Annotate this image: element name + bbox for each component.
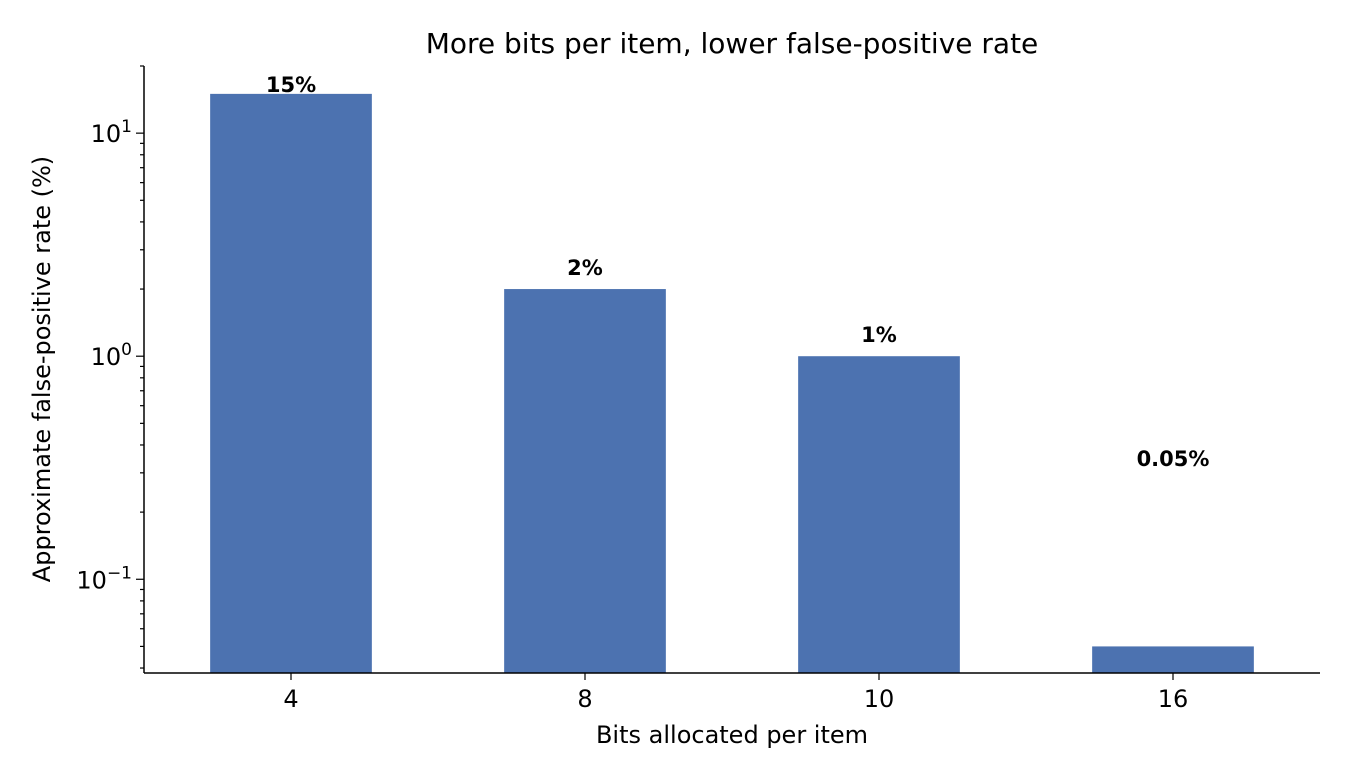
bar xyxy=(504,289,666,673)
bar xyxy=(210,93,372,674)
x-tick-label: 10 xyxy=(864,685,895,713)
y-tick-label: 10−1 xyxy=(76,563,132,594)
y-tick-label: 100 xyxy=(91,340,132,371)
bar-value-label: 2% xyxy=(567,256,603,280)
y-tick-label: 101 xyxy=(91,117,132,148)
x-axis-label: Bits allocated per item xyxy=(596,721,868,749)
bar-value-label: 1% xyxy=(861,323,897,347)
y-axis: 101 100 10−1 xyxy=(76,65,145,673)
y-axis-label: Approximate false-positive rate (%) xyxy=(28,156,56,582)
chart-title: More bits per item, lower false-positive… xyxy=(426,27,1039,60)
data-labels-group: 15% 2% 1% 0.05% xyxy=(266,73,1210,471)
bars-group xyxy=(210,93,1254,674)
x-tick-label: 16 xyxy=(1158,685,1189,713)
x-tick-label: 4 xyxy=(283,685,298,713)
bar-value-label: 15% xyxy=(266,73,316,97)
bar-value-label: 0.05% xyxy=(1137,447,1210,471)
bar xyxy=(1092,646,1254,673)
x-axis: 4 8 10 16 xyxy=(144,672,1320,713)
bar xyxy=(798,356,960,673)
x-tick-label: 8 xyxy=(577,685,592,713)
